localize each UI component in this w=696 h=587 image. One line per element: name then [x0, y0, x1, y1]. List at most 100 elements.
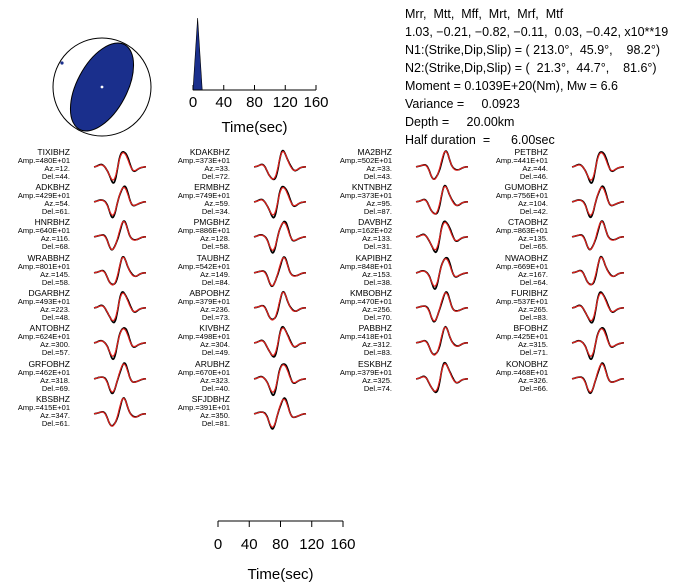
station-amplitude: Amp.=886E+01	[178, 226, 230, 235]
synthetic-trace	[253, 398, 306, 428]
station-amplitude: Amp.=801E+01	[18, 262, 70, 271]
synthetic-trace	[93, 363, 146, 393]
station-distance: Del.=70.	[364, 313, 392, 322]
station-distance: Del.=48.	[42, 313, 70, 322]
station-azimuth: Az.=300.	[40, 340, 70, 349]
station-name: KBSBHZ	[36, 394, 70, 404]
station-azimuth: Az.=347.	[40, 411, 70, 420]
station-distance: Del.=64.	[520, 278, 548, 287]
station-amplitude: Amp.=537E+01	[496, 297, 548, 306]
depth: Depth = 20.00km	[405, 115, 515, 129]
station-amplitude: Amp.=480E+01	[18, 156, 70, 165]
station-distance: Del.=46.	[520, 172, 548, 181]
station-name: WRABBHZ	[28, 253, 71, 263]
observed-trace	[571, 185, 625, 219]
station-name: GRFOBHZ	[28, 359, 70, 369]
station-amplitude: Amp.=441E+01	[496, 156, 548, 165]
station-amplitude: Amp.=470E+01	[340, 297, 392, 306]
station-distance: Del.=68.	[42, 242, 70, 251]
moment-tensor-values: 1.03, −0.21, −0.82, −0.11, 0.03, −0.42, …	[405, 25, 669, 39]
station-azimuth: Az.=33.	[204, 164, 230, 173]
station-amplitude: Amp.=425E+01	[496, 332, 548, 341]
station-amplitude: Amp.=379E+01	[178, 297, 230, 306]
time-tick-label: 40	[241, 536, 258, 553]
station-name: ARUBHZ	[195, 359, 230, 369]
station-distance: Del.=44.	[42, 172, 70, 181]
station-distance: Del.=38.	[364, 278, 392, 287]
synthetic-trace	[572, 292, 624, 322]
station-azimuth: Az.=236.	[200, 305, 230, 314]
station-azimuth: Az.=153.	[362, 270, 392, 279]
station-azimuth: Az.=223.	[40, 305, 70, 314]
time-tick-label: 160	[330, 536, 355, 553]
observed-trace	[93, 362, 147, 395]
observed-trace	[415, 291, 469, 323]
synthetic-trace	[415, 326, 468, 356]
station-name: FURIBHZ	[511, 288, 548, 298]
station-azimuth: Az.=128.	[200, 234, 230, 243]
station-name: HNRBHZ	[35, 217, 70, 227]
observed-trace	[93, 185, 147, 219]
moment-tensor-labels: Mrr, Mtt, Mff, Mrt, Mrf, Mtf	[405, 7, 564, 21]
station-azimuth: Az.=54.	[44, 199, 70, 208]
station-distance: Del.=73.	[202, 313, 230, 322]
observed-trace	[93, 291, 146, 324]
synthetic-trace	[415, 292, 468, 322]
station-name: NWAOBHZ	[505, 253, 548, 263]
station-distance: Del.=74.	[364, 384, 392, 393]
station-azimuth: Az.=350.	[200, 411, 230, 420]
station-azimuth: Az.=12.	[44, 164, 70, 173]
synthetic-trace	[93, 186, 146, 216]
station-name: ANTOBHZ	[30, 323, 70, 333]
station-azimuth: Az.=116.	[41, 234, 70, 243]
station-name: KDAKBHZ	[190, 147, 230, 157]
station-name: ERMBHZ	[194, 182, 230, 192]
station-amplitude: Amp.=848E+01	[340, 262, 392, 271]
observed-trace	[253, 397, 307, 430]
stf-tick-label: 120	[273, 94, 298, 111]
station-amplitude: Amp.=391E+01	[178, 403, 230, 412]
station-amplitude: Amp.=468E+01	[496, 368, 548, 377]
station-distance: Del.=58.	[202, 242, 230, 251]
station-name: ABPOBHZ	[189, 288, 230, 298]
synthetic-trace	[253, 327, 306, 357]
station-name: DAVBHZ	[358, 217, 392, 227]
station-amplitude: Amp.=415E+01	[18, 403, 70, 412]
station-azimuth: Az.=145.	[40, 270, 70, 279]
station-azimuth: Az.=315.	[518, 340, 548, 349]
stf-axis-label: Time(sec)	[221, 119, 287, 136]
observed-trace	[253, 220, 307, 254]
station-distance: Del.=49.	[202, 348, 230, 357]
observed-trace	[415, 256, 469, 290]
time-tick-label: 80	[272, 536, 289, 553]
variance: Variance = 0.0923	[405, 97, 520, 111]
synthetic-trace	[572, 152, 624, 181]
time-axis-label: Time(sec)	[247, 566, 313, 583]
station-azimuth: Az.=323.	[200, 376, 230, 385]
station-azimuth: Az.=133.	[362, 234, 392, 243]
station-distance: Del.=84.	[202, 278, 230, 287]
station-distance: Del.=83.	[364, 348, 392, 357]
station-name: ESKBHZ	[358, 359, 392, 369]
synthetic-trace	[93, 397, 146, 427]
synthetic-trace	[253, 150, 306, 180]
station-name: TAUBHZ	[197, 253, 230, 263]
station-distance: Del.=42.	[520, 207, 548, 216]
synthetic-trace	[571, 220, 624, 251]
station-azimuth: Az.=33.	[366, 164, 392, 173]
synthetic-trace	[254, 364, 306, 393]
synthetic-trace	[415, 150, 468, 180]
synthetic-trace	[571, 256, 624, 286]
half-duration: Half duration = 6.00sec	[405, 133, 555, 147]
station-amplitude: Amp.=418E+01	[340, 332, 392, 341]
moment-magnitude: Moment = 0.1039E+20(Nm), Mw = 6.6	[405, 79, 618, 93]
station-name: SFJDBHZ	[192, 394, 230, 404]
station-amplitude: Amp.=863E+01	[496, 226, 548, 235]
station-azimuth: Az.=265.	[518, 305, 548, 314]
synthetic-trace	[571, 363, 624, 393]
station-azimuth: Az.=256.	[362, 305, 392, 314]
station-azimuth: Az.=326.	[518, 376, 548, 385]
station-azimuth: Az.=104.	[518, 199, 548, 208]
station-amplitude: Amp.=640E+01	[18, 226, 70, 235]
station-name: ADKBHZ	[36, 182, 70, 192]
